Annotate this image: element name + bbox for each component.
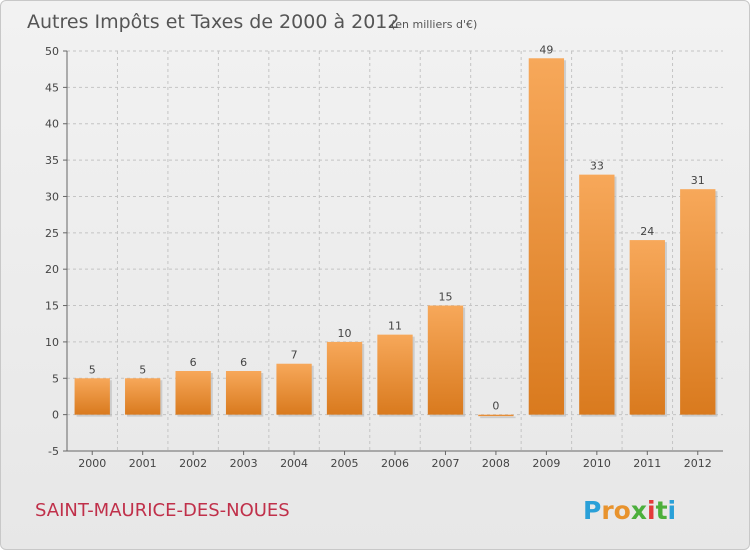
y-tick-label: 20 bbox=[45, 263, 59, 276]
logo-letter: x bbox=[631, 496, 647, 525]
x-tick-label: 2011 bbox=[633, 457, 661, 470]
y-tick-label: 40 bbox=[45, 118, 59, 131]
chart-subtitle: (en milliers d'€) bbox=[391, 18, 477, 31]
bar bbox=[680, 189, 716, 415]
value-label: 15 bbox=[438, 291, 452, 304]
x-tick-label: 2000 bbox=[78, 457, 106, 470]
y-tick-label: 0 bbox=[52, 409, 59, 422]
bar bbox=[125, 378, 161, 415]
x-tick-label: 2007 bbox=[431, 457, 459, 470]
bar bbox=[225, 371, 262, 415]
x-tick-label: 2012 bbox=[684, 457, 712, 470]
value-label: 7 bbox=[291, 349, 298, 362]
logo-letter: i bbox=[647, 496, 656, 525]
bars bbox=[74, 58, 718, 419]
y-tick-label: 5 bbox=[52, 372, 59, 385]
bar bbox=[377, 334, 413, 415]
x-tick-label: 2001 bbox=[129, 457, 157, 470]
bar-shadow bbox=[480, 416, 516, 419]
value-label: 11 bbox=[388, 320, 402, 333]
value-label: 24 bbox=[640, 225, 654, 238]
x-tick-label: 2005 bbox=[331, 457, 359, 470]
bar bbox=[276, 363, 312, 415]
bar bbox=[579, 174, 615, 415]
value-label: 31 bbox=[691, 174, 705, 187]
y-tick-labels: -5 0 5 10 15 20 25 30 35 40 45 50 bbox=[45, 45, 59, 458]
y-tick-label: 35 bbox=[45, 154, 59, 167]
y-tick-label: 45 bbox=[45, 81, 59, 94]
x-tick-label: 2008 bbox=[482, 457, 510, 470]
value-label: 0 bbox=[492, 400, 499, 413]
y-tick-label: 30 bbox=[45, 190, 59, 203]
x-tick-label: 2009 bbox=[532, 457, 560, 470]
x-tick-label: 2010 bbox=[583, 457, 611, 470]
proxiti-logo: Proxiti bbox=[583, 496, 676, 525]
y-tick-label: 25 bbox=[45, 227, 59, 240]
y-tick-label: 15 bbox=[45, 300, 59, 313]
value-label: 5 bbox=[139, 363, 146, 376]
bar bbox=[528, 58, 565, 415]
x-tick-label: 2006 bbox=[381, 457, 409, 470]
x-tick-label: 2003 bbox=[230, 457, 258, 470]
x-tick-label: 2002 bbox=[179, 457, 207, 470]
x-tick-label: 2004 bbox=[280, 457, 308, 470]
axes bbox=[63, 50, 723, 455]
logo-letter: o bbox=[614, 496, 631, 525]
y-tick-label: 50 bbox=[45, 45, 59, 58]
bar bbox=[326, 341, 363, 415]
value-label: 10 bbox=[338, 327, 352, 340]
value-label: 6 bbox=[240, 356, 247, 369]
x-tick-labels: 2000 2001 2002 2003 2004 2005 2006 2007 2008 2009… bbox=[78, 457, 712, 470]
value-labels: 5 5 6 6 7 10 11 15 0 49 33 24 31 bbox=[89, 43, 705, 412]
y-tick-label: 10 bbox=[45, 336, 59, 349]
value-label: 49 bbox=[539, 43, 553, 56]
bar bbox=[175, 371, 211, 415]
commune-name: SAINT-MAURICE-DES-NOUES bbox=[35, 500, 290, 521]
y-tick-label: -5 bbox=[48, 445, 59, 458]
value-label: 6 bbox=[190, 356, 197, 369]
bar bbox=[427, 305, 464, 415]
bar bbox=[629, 240, 665, 415]
logo-letter: r bbox=[601, 496, 614, 525]
value-label: 5 bbox=[89, 363, 96, 376]
chart-title: Autres Impôts et Taxes de 2000 à 2012 bbox=[27, 11, 400, 33]
logo-letter: t bbox=[656, 496, 668, 525]
value-label: 33 bbox=[590, 160, 604, 173]
bar bbox=[478, 414, 514, 417]
logo-letter: i bbox=[668, 496, 677, 525]
bar bbox=[74, 378, 110, 415]
logo-letter: P bbox=[583, 496, 601, 525]
